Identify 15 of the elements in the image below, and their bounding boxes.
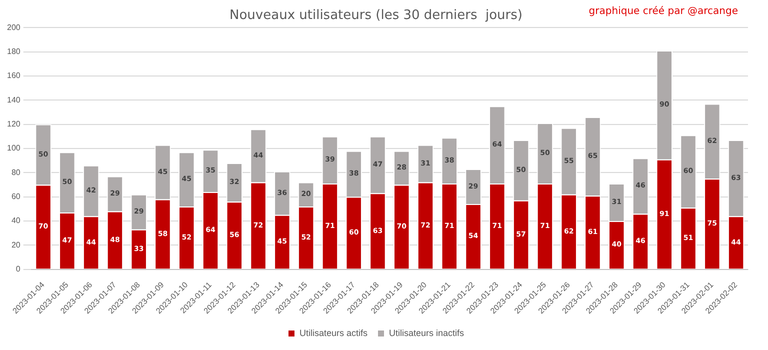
text: graphique créé par @arcange [588, 6, 738, 17]
legend-label: Utilisateurs inactifs [389, 328, 465, 338]
y-tick-label: 60 [11, 192, 21, 201]
chart-title: Nouveaux utilisateurs (les 30 derniers jours) [230, 8, 522, 24]
y-tick-label: 100 [6, 144, 21, 153]
y-tick-label: 140 [6, 95, 21, 104]
y-tick-label: 40 [11, 216, 21, 226]
y-tick-label: 160 [6, 71, 21, 80]
y-tick-label: 120 [6, 119, 21, 128]
y-tick-label: 180 [6, 46, 21, 56]
y-tick-label: 20 [11, 240, 21, 250]
y-tick-label: 200 [6, 22, 21, 32]
legend-label: Utilisateurs actifs [299, 328, 368, 338]
y-tick-label: 80 [11, 168, 21, 177]
y-tick-label: 0 [16, 264, 21, 274]
